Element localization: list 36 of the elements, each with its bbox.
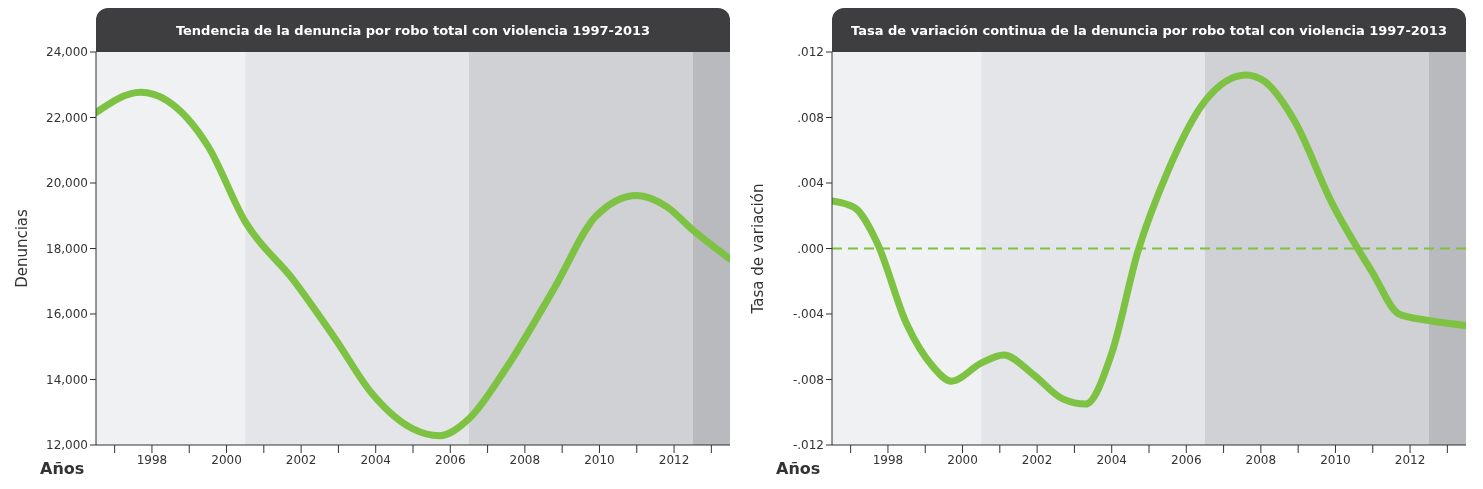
x-tick-label: 2010 xyxy=(584,452,615,467)
x-tick-label: 2002 xyxy=(285,452,317,467)
chart-title: Tasa de variación continua de la denuncia por robo total con violencia 1997-2013 xyxy=(832,8,1466,52)
y-tick-label: .000 xyxy=(797,241,824,256)
y-tick-label: 18,000 xyxy=(46,241,88,256)
x-tick-label: 2012 xyxy=(658,452,690,467)
y-tick-label: 22,000 xyxy=(46,110,88,125)
y-axis-title: Tasa de variación xyxy=(749,183,768,315)
chart-title: Tendencia de la denuncia por robo total con violencia 1997-2013 xyxy=(96,8,730,52)
x-tick-label: 2002 xyxy=(1021,452,1053,467)
y-tick-label: .004 xyxy=(797,176,824,191)
x-tick-label: 2006 xyxy=(435,452,466,467)
y-tick-label: 24,000 xyxy=(46,45,88,60)
y-tick-label: .012 xyxy=(797,45,824,60)
y-tick-label: -.012 xyxy=(792,438,824,453)
x-tick-label: 2000 xyxy=(211,452,242,467)
x-axis-title: Años xyxy=(40,459,85,478)
y-tick-label: 20,000 xyxy=(46,176,88,191)
x-tick-label: 2000 xyxy=(947,452,978,467)
y-tick-label: 12,000 xyxy=(46,438,88,453)
y-tick-label: 14,000 xyxy=(46,372,88,387)
x-axis-title: Años xyxy=(776,459,821,478)
y-tick-label: -.004 xyxy=(792,307,824,322)
x-tick-label: 2008 xyxy=(1245,452,1277,467)
y-tick-label: .008 xyxy=(797,110,824,125)
y-axis-title: Denuncias xyxy=(13,208,32,288)
x-tick-label: 1998 xyxy=(872,452,904,467)
x-tick-label: 2010 xyxy=(1320,452,1351,467)
x-tick-label: 1998 xyxy=(136,452,168,467)
x-tick-label: 2006 xyxy=(1171,452,1202,467)
x-tick-label: 2012 xyxy=(1394,452,1426,467)
x-tick-label: 2008 xyxy=(509,452,541,467)
y-tick-label: 16,000 xyxy=(46,307,88,322)
y-tick-label: -.008 xyxy=(792,372,824,387)
x-tick-label: 2004 xyxy=(1096,452,1127,467)
x-tick-label: 2004 xyxy=(360,452,391,467)
